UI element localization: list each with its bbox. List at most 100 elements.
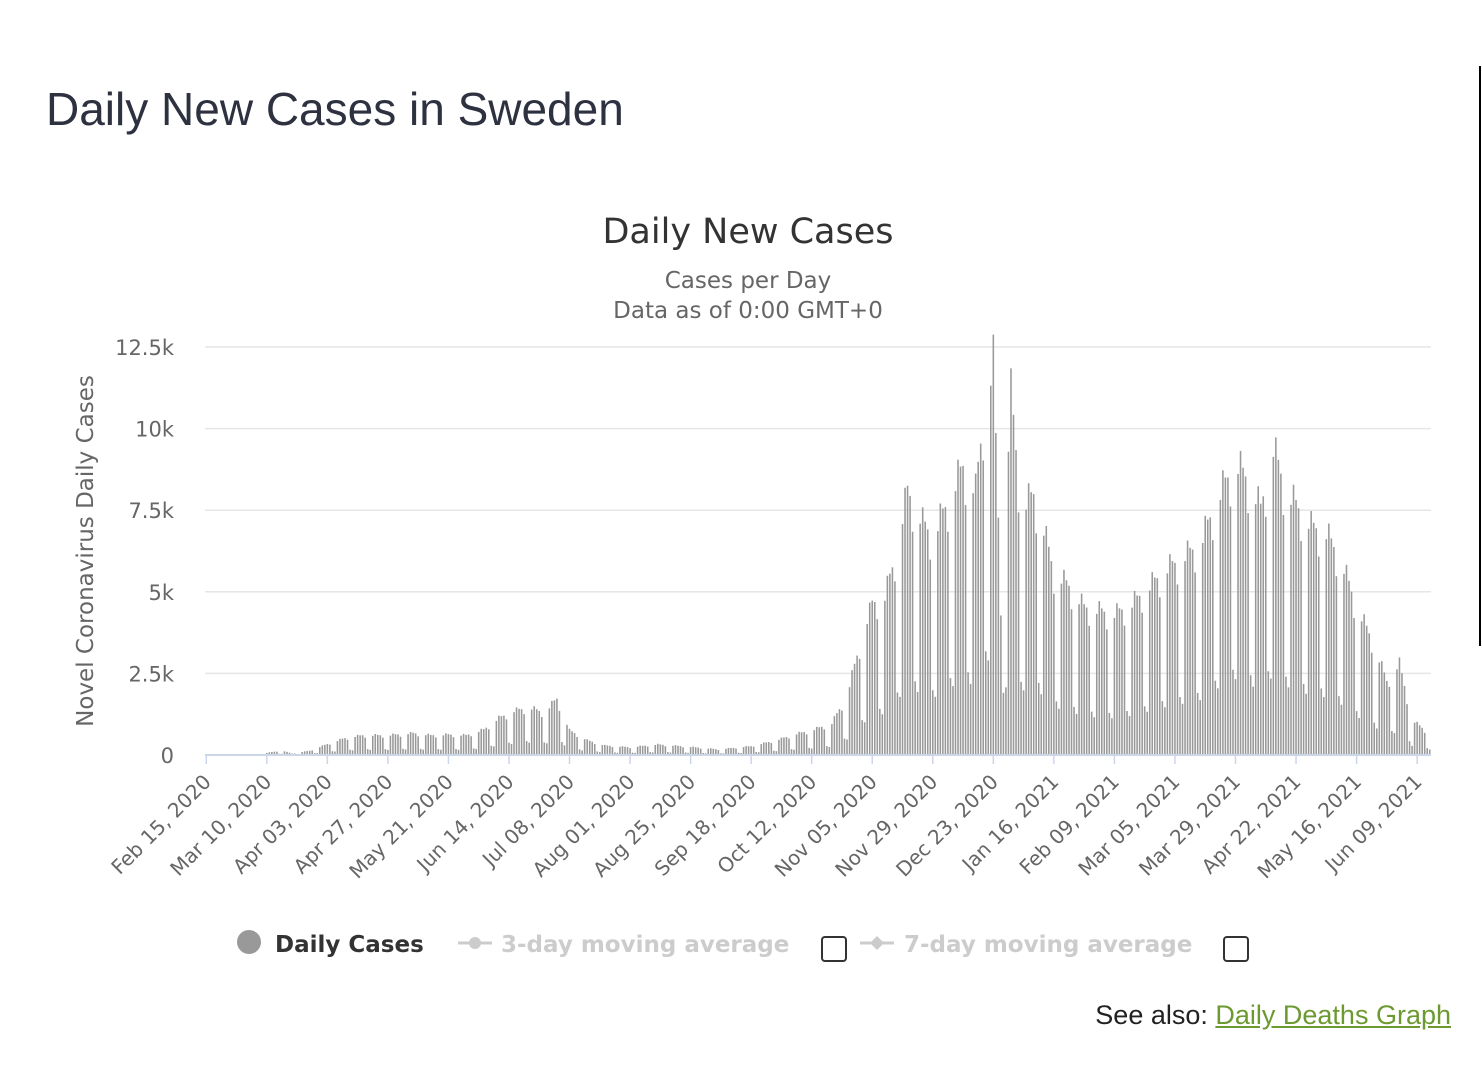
daily-cases-bar[interactable] [1244,476,1247,755]
daily-cases-bar[interactable] [523,714,525,755]
daily-cases-bar[interactable] [1264,516,1267,755]
daily-cases-bar[interactable] [624,746,626,755]
daily-cases-bar[interactable] [942,508,944,755]
daily-cases-bar[interactable] [984,651,987,755]
daily-cases-bar[interactable] [1237,473,1239,755]
daily-cases-bar[interactable] [815,726,818,755]
daily-cases-bar[interactable] [339,738,341,755]
daily-cases-bar[interactable] [1280,473,1282,755]
daily-cases-bar[interactable] [568,728,571,755]
daily-cases-bar[interactable] [472,748,475,755]
daily-cases-bar[interactable] [1375,728,1378,755]
daily-cases-bar[interactable] [1141,612,1143,755]
daily-cases-bar[interactable] [974,473,977,755]
daily-cases-bar[interactable] [1070,609,1073,755]
daily-cases-bar[interactable] [785,737,788,755]
daily-cases-bar[interactable] [1428,749,1431,755]
daily-cases-bar[interactable] [1418,725,1421,755]
daily-cases-bar[interactable] [447,734,450,755]
daily-cases-bar[interactable] [780,737,783,755]
daily-cases-bar[interactable] [952,686,954,755]
daily-cases-bar[interactable] [407,734,409,755]
daily-cases-bar[interactable] [485,727,488,755]
daily-cases-bar[interactable] [515,707,518,755]
daily-cases-bar[interactable] [1189,547,1191,755]
daily-cases-bar[interactable] [435,737,437,755]
daily-cases-bar[interactable] [1262,496,1265,755]
daily-cases-bar[interactable] [1300,541,1302,755]
daily-cases-bar[interactable] [318,747,321,755]
daily-cases-bar[interactable] [896,692,899,755]
daily-cases-bar[interactable] [674,745,677,755]
daily-cases-bar[interactable] [490,745,493,755]
daily-cases-bar[interactable] [409,731,412,755]
daily-cases-bar[interactable] [697,747,699,755]
daily-cases-bar[interactable] [1063,569,1065,755]
daily-cases-bar[interactable] [793,749,795,755]
daily-cases-bar[interactable] [831,724,833,755]
daily-cases-bar[interactable] [866,624,868,755]
daily-cases-bar[interactable] [1204,515,1207,755]
daily-cases-bar[interactable] [894,581,896,755]
legend-item-3-day-average[interactable]: 3-day moving average [458,932,789,958]
daily-cases-bar[interactable] [1217,688,1219,755]
daily-cases-bar[interactable] [1090,711,1093,755]
daily-cases-bar[interactable] [1355,711,1358,755]
daily-cases-bar[interactable] [437,749,440,755]
daily-cases-bar[interactable] [543,742,546,755]
daily-cases-bar[interactable] [881,714,884,755]
daily-cases-bar[interactable] [977,461,979,755]
daily-cases-bar[interactable] [465,734,467,755]
daily-cases-bar[interactable] [1391,730,1393,755]
daily-cases-bar[interactable] [1312,522,1315,755]
daily-cases-bar[interactable] [848,687,851,755]
daily-cases-bar[interactable] [1108,712,1111,755]
daily-cases-bar[interactable] [1320,688,1323,755]
daily-cases-bar[interactable] [1179,697,1181,755]
daily-cases-bar[interactable] [770,743,773,755]
daily-cases-bar[interactable] [682,747,684,755]
daily-cases-bar[interactable] [1370,652,1373,755]
daily-cases-bar[interactable] [1295,500,1297,755]
daily-cases-bar[interactable] [1393,733,1396,755]
daily-cases-bar[interactable] [1222,470,1224,755]
daily-cases-bar[interactable] [581,750,583,755]
daily-cases-bar[interactable] [805,734,808,755]
daily-cases-bar[interactable] [909,495,911,755]
daily-cases-bar[interactable] [359,735,361,755]
daily-cases-bar[interactable] [752,746,755,755]
daily-cases-bar[interactable] [596,751,599,755]
daily-cases-bar[interactable] [349,749,351,755]
daily-cases-bar[interactable] [1166,573,1169,755]
daily-cases-bar[interactable] [346,739,349,755]
daily-cases-bar[interactable] [750,746,752,755]
daily-cases-bar[interactable] [899,696,901,755]
daily-cases-bar[interactable] [1060,583,1063,755]
daily-cases-bar[interactable] [571,731,573,755]
daily-cases-bar[interactable] [795,734,798,755]
daily-cases-bar[interactable] [593,743,596,755]
daily-cases-bar[interactable] [889,573,891,755]
daily-cases-bar[interactable] [1083,604,1085,755]
daily-cases-bar[interactable] [422,749,424,755]
daily-cases-bar[interactable] [755,752,757,755]
daily-cases-bar[interactable] [460,735,462,755]
daily-cases-bar[interactable] [331,751,334,755]
daily-cases-bar[interactable] [1106,629,1108,755]
daily-cases-bar[interactable] [1234,679,1237,755]
daily-cases-bar[interactable] [954,491,957,755]
daily-cases-bar[interactable] [520,709,523,755]
daily-cases-bar[interactable] [301,752,303,755]
daily-cases-bar[interactable] [906,485,909,755]
daily-cases-bar[interactable] [535,709,538,755]
daily-cases-bar[interactable] [644,745,646,755]
daily-cases-bar[interactable] [561,742,563,755]
daily-cases-bar[interactable] [341,738,344,755]
daily-cases-bar[interactable] [510,743,513,755]
daily-cases-bar[interactable] [364,737,366,755]
daily-cases-bar[interactable] [583,739,586,755]
daily-cases-bar[interactable] [672,745,674,755]
daily-cases-bar[interactable] [944,507,947,755]
daily-cases-bar[interactable] [1005,687,1007,755]
daily-cases-bar[interactable] [505,719,508,755]
